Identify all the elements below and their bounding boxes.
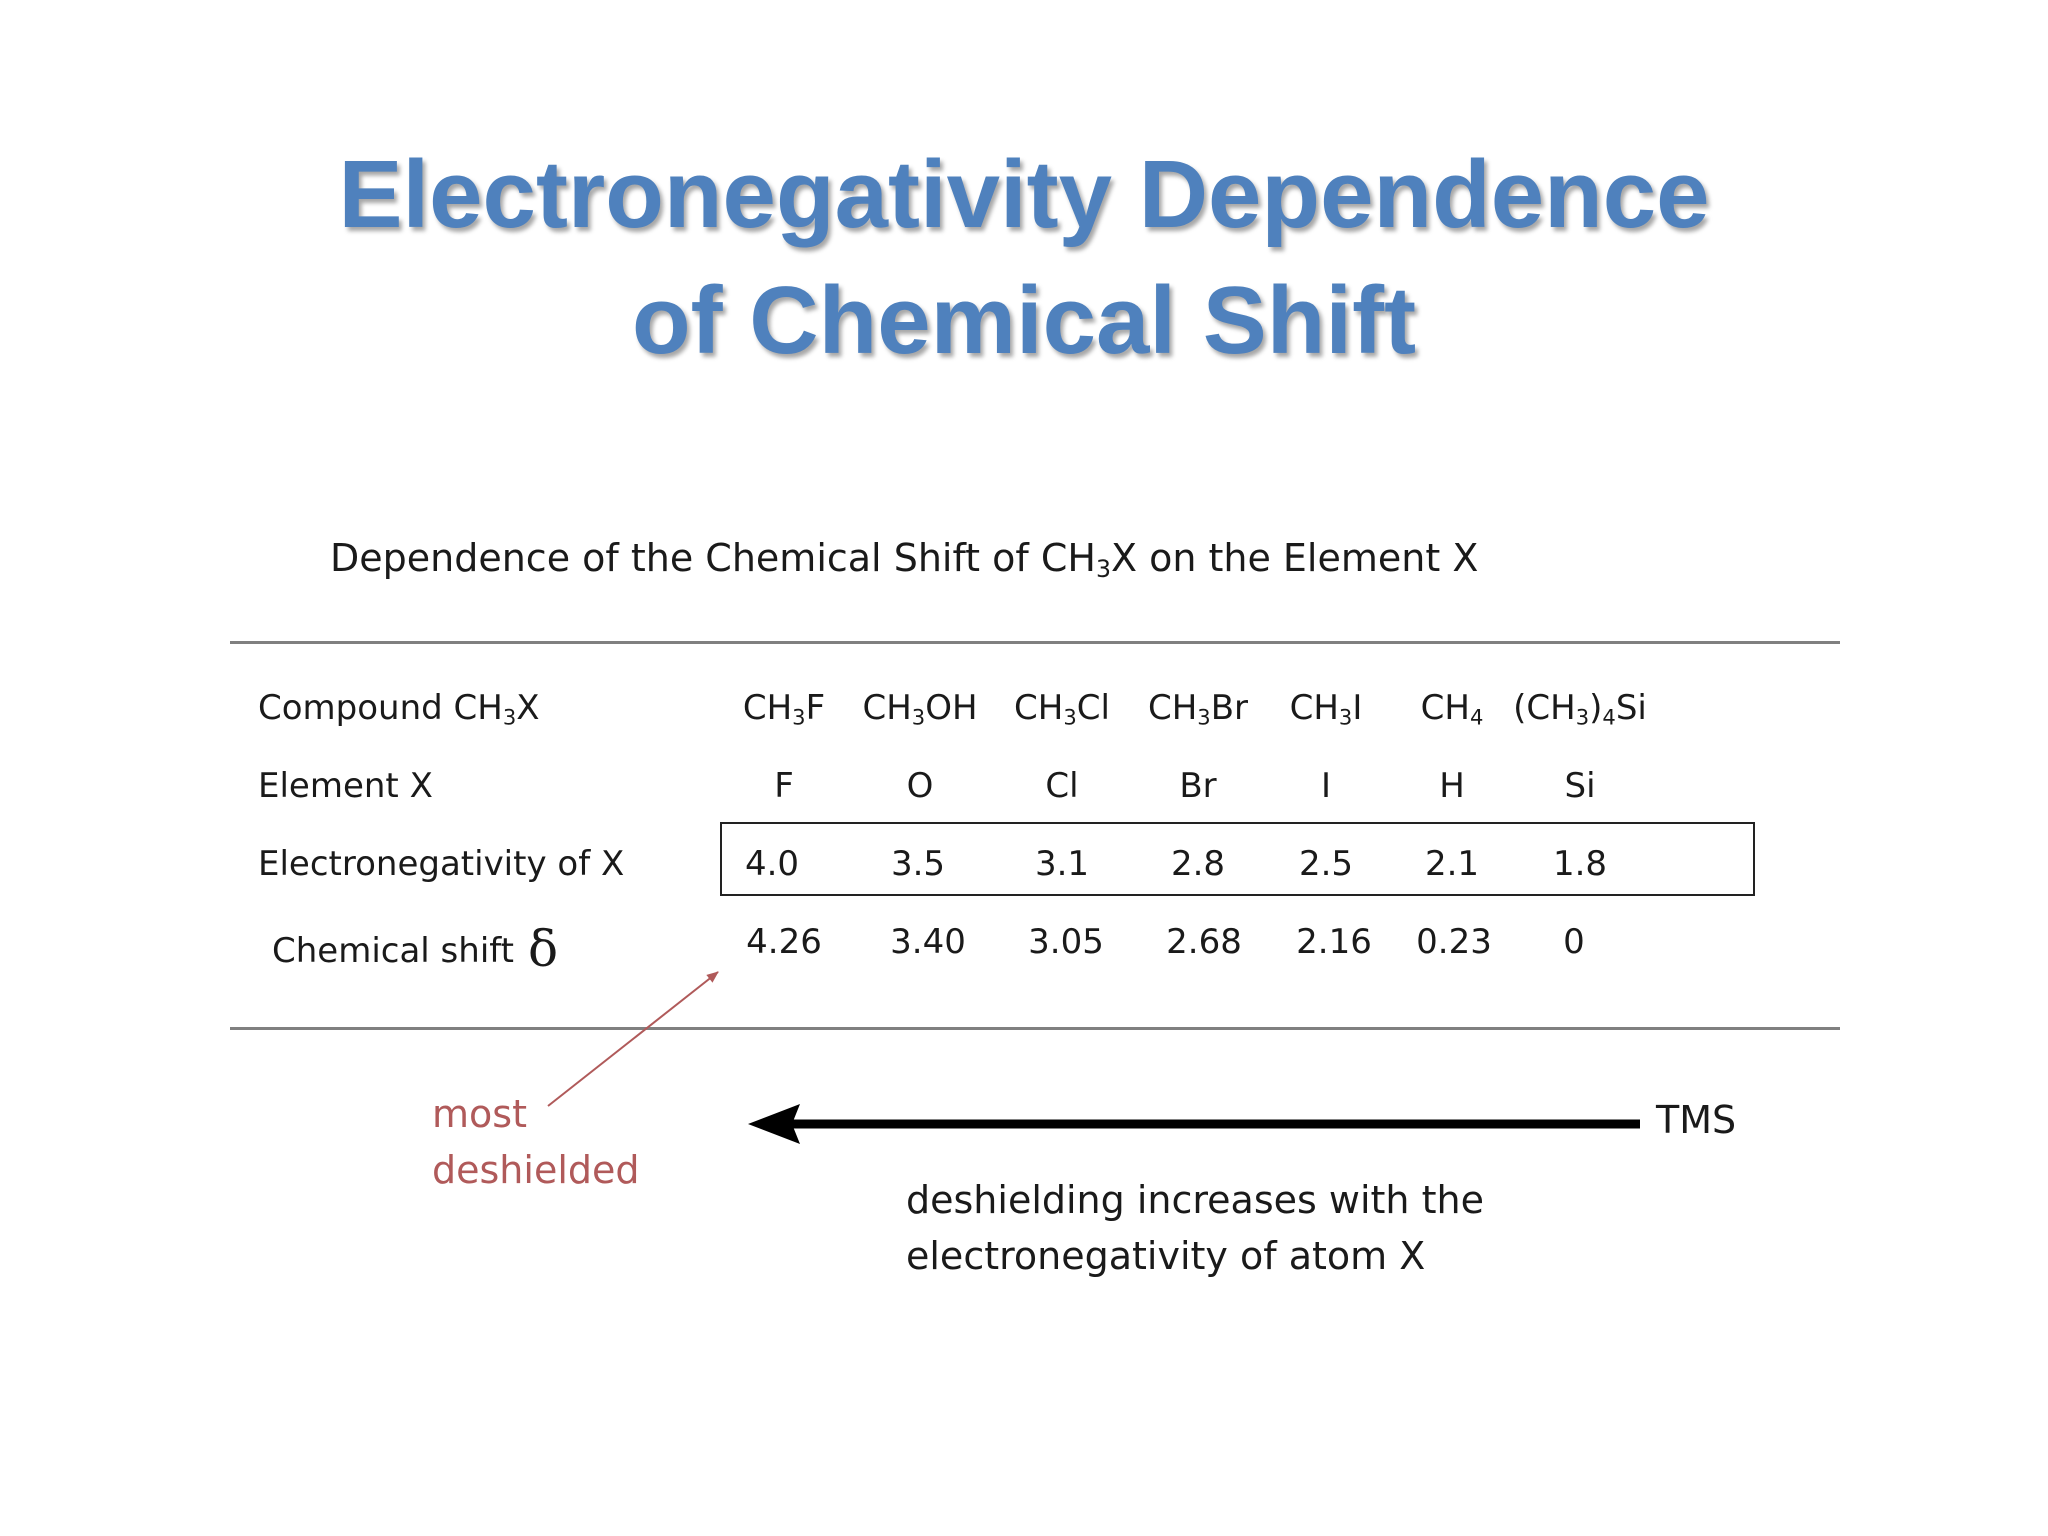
slide-title-line2: of Chemical Shift [631,267,1417,374]
electronegativity-cell: 3.1 [1034,844,1090,884]
electronegativity-cell: 2.5 [1298,844,1354,884]
electronegativity-cell: 4.0 [744,844,800,884]
element-cell: O [906,766,934,806]
shift-label-text: Chemical shift [272,931,514,971]
caption-prefix: Dependence of the Chemical Shift of CH [330,536,1096,580]
deshielding-note-line1: deshielding increases with the [906,1178,1484,1222]
shift-cell: 2.68 [1166,922,1242,962]
most-deshielded-line2: deshielded [432,1148,640,1192]
most-deshielded-arrow [547,971,719,1107]
compound-cell: CH3F [742,688,826,730]
table-top-rule [230,641,1840,644]
row-label-shift: Chemical shift δ [272,916,558,978]
element-cell: Cl [1045,766,1079,806]
shift-cell: 4.26 [746,922,822,962]
row-label-element: Element X [258,766,433,806]
compound-label-suffix: X [516,688,540,728]
shift-cell: 0 [1563,922,1585,962]
element-cell: I [1320,766,1332,806]
electronegativity-cell: 1.8 [1552,844,1608,884]
element-cell: Si [1564,766,1596,806]
element-cell: H [1439,766,1465,806]
slide-title: Electronegativity Dependence of Chemical… [0,132,2048,384]
shift-cell: 3.40 [890,922,966,962]
element-cell: Br [1179,766,1217,806]
shift-cell: 3.05 [1028,922,1104,962]
slide-title-line1: Electronegativity Dependence [338,141,1710,248]
row-label-electronegativity: Electronegativity of X [258,844,625,884]
compound-cell: CH3Br [1147,688,1249,730]
caption-suffix: X on the Element X [1110,536,1479,580]
table-bottom-rule [230,1027,1840,1030]
tms-label: TMS [1656,1098,1737,1142]
most-deshielded-line1: most [432,1092,527,1136]
compound-cell: CH3Cl [1014,688,1110,730]
deshielding-arrow-head [748,1104,800,1144]
compound-cell: CH3I [1289,688,1363,730]
shift-cell: 0.23 [1416,922,1492,962]
compound-label-subscript: 3 [502,704,517,730]
caption-subscript: 3 [1095,554,1111,583]
compound-cell: (CH3)4Si [1513,688,1647,730]
electronegativity-cell: 3.5 [890,844,946,884]
most-deshielded-label: most deshielded [432,1086,640,1198]
compound-cell: CH3OH [862,688,978,730]
electronegativity-cell: 2.1 [1424,844,1480,884]
row-label-compound: Compound CH3X [258,688,540,728]
table-caption: Dependence of the Chemical Shift of CH3X… [330,536,1479,583]
element-cell: F [774,766,794,806]
deshielding-note: deshielding increases with the electrone… [906,1172,1484,1284]
compound-label-prefix: Compound CH [258,688,503,728]
shift-cell: 2.16 [1296,922,1372,962]
deshielding-note-line2: electronegativity of atom X [906,1234,1426,1278]
electronegativity-box [720,822,1755,896]
delta-symbol: δ [527,920,559,978]
compound-cell: CH4 [1420,688,1484,730]
electronegativity-cell: 2.8 [1170,844,1226,884]
